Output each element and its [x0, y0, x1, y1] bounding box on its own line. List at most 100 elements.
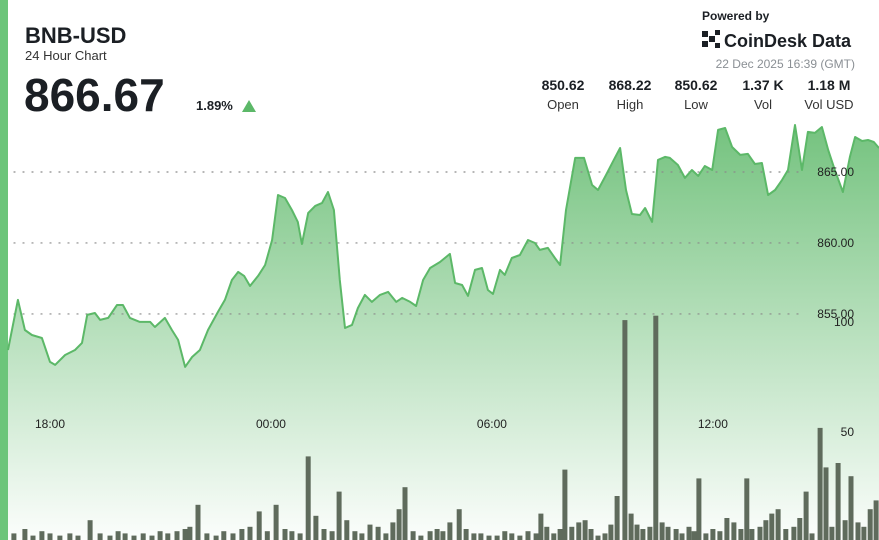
volume-bar — [75, 535, 81, 540]
volume-bar — [213, 535, 219, 540]
brand-logo — [702, 30, 720, 48]
volume-bar — [803, 491, 809, 540]
volume-bar — [634, 524, 640, 540]
volume-bar — [22, 529, 28, 540]
volume-bar — [247, 526, 253, 540]
volume-bar — [588, 529, 594, 540]
volume-bar — [122, 533, 128, 540]
volume-bar — [140, 533, 146, 540]
volume-bar — [418, 535, 424, 540]
volume-bar — [582, 520, 588, 540]
volume-bar — [659, 522, 665, 540]
volume-bar — [344, 520, 350, 540]
volume-bar — [569, 526, 575, 540]
volume-bar — [679, 533, 685, 540]
volume-bar — [478, 533, 484, 540]
volume-bar — [502, 531, 508, 540]
volume-bar — [427, 531, 433, 540]
volume-bar — [336, 491, 342, 540]
volume-bar — [402, 487, 408, 540]
volume-bar — [809, 533, 815, 540]
volume-bar — [653, 315, 659, 540]
timestamp: 22 Dec 2025 16:39 (GMT) — [716, 57, 855, 71]
volume-bar — [783, 529, 789, 540]
volume-bar — [647, 526, 653, 540]
volume-bar — [47, 533, 53, 540]
volume-bar — [39, 531, 45, 540]
volume-bar — [352, 531, 358, 540]
volume-bar — [494, 535, 500, 540]
volume-bar — [775, 509, 781, 540]
volume-bar — [628, 513, 634, 540]
volume-bar — [471, 533, 477, 540]
volume-bar — [744, 478, 750, 540]
volume-bar — [557, 529, 563, 540]
volume-bar — [835, 463, 841, 540]
volume-bar — [375, 526, 381, 540]
powered-by: Powered by — [702, 9, 770, 23]
volume-bar — [367, 524, 373, 540]
volume-bar — [313, 515, 319, 540]
volume-bar — [614, 496, 620, 540]
volume-bar — [297, 533, 303, 540]
volume-bar — [509, 533, 515, 540]
volume-bar — [486, 535, 492, 540]
volume-bar — [769, 513, 775, 540]
stat-label: Vol — [754, 97, 772, 112]
volume-bar — [823, 467, 829, 540]
y-tick-label: 855.00 — [817, 307, 854, 321]
volume-bar — [763, 520, 769, 540]
volume-bar — [842, 520, 848, 540]
volume-bar — [797, 518, 803, 540]
y2-tick-label: 50 — [841, 425, 855, 439]
stat-value: 1.18 M — [808, 77, 851, 93]
volume-bar — [97, 533, 103, 540]
volume-bar — [640, 529, 646, 540]
volume-bar — [873, 500, 879, 540]
volume-bar — [359, 533, 365, 540]
x-tick-label: 00:00 — [256, 417, 286, 431]
volume-bar — [757, 526, 763, 540]
volume-bar — [538, 513, 544, 540]
volume-bar — [434, 529, 440, 540]
volume-bar — [107, 535, 113, 540]
volume-bar — [195, 504, 201, 540]
volume-bar — [829, 526, 835, 540]
volume-bar — [595, 535, 601, 540]
volume-bar — [256, 511, 262, 540]
volume-bar — [533, 533, 539, 540]
chart-title: BNB-USD — [25, 23, 126, 48]
volume-bar — [724, 518, 730, 540]
volume-bar — [622, 320, 628, 540]
volume-bar — [463, 529, 469, 540]
y-tick-label: 865.00 — [817, 165, 854, 179]
volume-bar — [686, 526, 692, 540]
volume-bar — [544, 526, 550, 540]
stat-label: Vol USD — [804, 97, 853, 112]
volume-bar — [855, 522, 861, 540]
volume-bar — [165, 533, 171, 540]
volume-bar — [562, 469, 568, 540]
volume-bar — [131, 535, 137, 540]
stat-label: High — [617, 97, 644, 112]
volume-bar — [239, 529, 245, 540]
y-tick-label: 860.00 — [817, 236, 854, 250]
volume-bar — [440, 531, 446, 540]
volume-bar — [738, 529, 744, 540]
volume-bar — [321, 529, 327, 540]
volume-bar — [289, 531, 295, 540]
volume-bar — [182, 529, 188, 540]
brand-name: CoinDesk Data — [724, 31, 852, 51]
accent-strip — [0, 0, 8, 540]
volume-bar — [11, 533, 17, 540]
volume-bar — [67, 533, 73, 540]
volume-bar — [551, 533, 557, 540]
volume-bar — [30, 535, 36, 540]
chart-subtitle: 24 Hour Chart — [25, 48, 107, 63]
y2-tick-label: 100 — [834, 315, 854, 329]
volume-bar — [187, 526, 193, 540]
volume-bar — [791, 526, 797, 540]
volume-bar — [273, 504, 279, 540]
volume-bar — [410, 531, 416, 540]
